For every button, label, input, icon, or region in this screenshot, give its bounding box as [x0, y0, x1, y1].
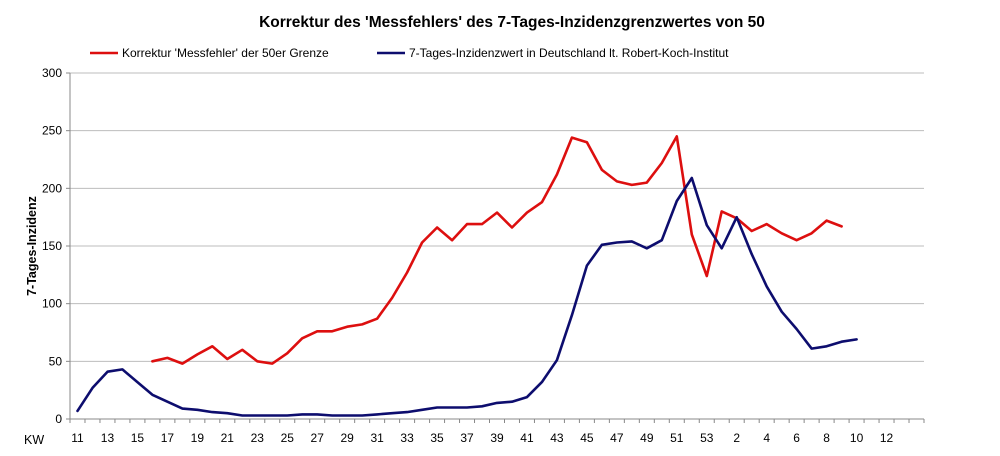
x-tick-label: 45 — [580, 431, 594, 445]
legend-label-red: Korrektur 'Messfehler' der 50er Grenze — [122, 46, 329, 60]
x-tick-label: 19 — [191, 431, 205, 445]
legend-label-blue: 7-Tages-Inzidenzwert in Deutschland lt. … — [409, 46, 729, 60]
x-tick-label: 43 — [550, 431, 564, 445]
series-line-korrektur — [151, 135, 843, 365]
axes — [69, 73, 924, 420]
y-tick-label: 0 — [55, 412, 62, 426]
x-tick-label: 12 — [880, 431, 894, 445]
x-axis-ticks: 11 13 15 17 19 21 23 25 27 29 31 33 35 37 39 41 43 45 47 49… — [69, 419, 925, 445]
legend: Korrektur 'Messfehler' der 50er Grenze 7… — [90, 46, 729, 60]
x-tick-label: 47 — [610, 431, 624, 445]
y-tick-label: 300 — [42, 66, 62, 80]
x-tick-label: 51 — [670, 431, 684, 445]
x-tick-label: 25 — [281, 431, 295, 445]
x-tick-label: 37 — [460, 431, 474, 445]
x-tick-label: 53 — [700, 431, 714, 445]
x-tick-label: 2 — [733, 431, 740, 445]
chart-title: Korrektur des 'Messfehlers' des 7-Tages-… — [259, 14, 765, 31]
grid-lines — [70, 72, 924, 362]
x-tick-label: 31 — [370, 431, 384, 445]
y-tick-label: 100 — [42, 297, 62, 311]
y-tick-label: 250 — [42, 124, 62, 138]
x-tick-label: 21 — [221, 431, 235, 445]
x-tick-label: 4 — [763, 431, 770, 445]
x-tick-label: 49 — [640, 431, 654, 445]
x-tick-label: 41 — [520, 431, 534, 445]
x-tick-label: 11 — [71, 431, 84, 445]
series-line-rki — [76, 176, 858, 417]
x-tick-label: 23 — [251, 431, 265, 445]
x-tick-label: 17 — [161, 431, 175, 445]
x-tick-label: 33 — [400, 431, 414, 445]
y-tick-label: 150 — [42, 239, 62, 253]
x-tick-label: 10 — [850, 431, 864, 445]
x-tick-label: 6 — [793, 431, 800, 445]
x-tick-label: 13 — [101, 431, 115, 445]
x-tick-label: 29 — [340, 431, 354, 445]
y-axis-label: 7-Tages-Inzidenz — [25, 196, 39, 296]
y-tick-label: 50 — [49, 354, 63, 368]
y-tick-label: 200 — [42, 181, 62, 195]
x-tick-label: 35 — [430, 431, 444, 445]
series-lines — [76, 135, 858, 417]
x-axis-label: KW — [24, 433, 44, 447]
x-tick-label: 8 — [823, 431, 830, 445]
x-tick-label: 39 — [490, 431, 504, 445]
y-axis-ticks: 0 50 100 150 200 250 300 — [42, 66, 70, 426]
x-tick-label: 15 — [131, 431, 145, 445]
x-tick-label: 27 — [311, 431, 325, 445]
